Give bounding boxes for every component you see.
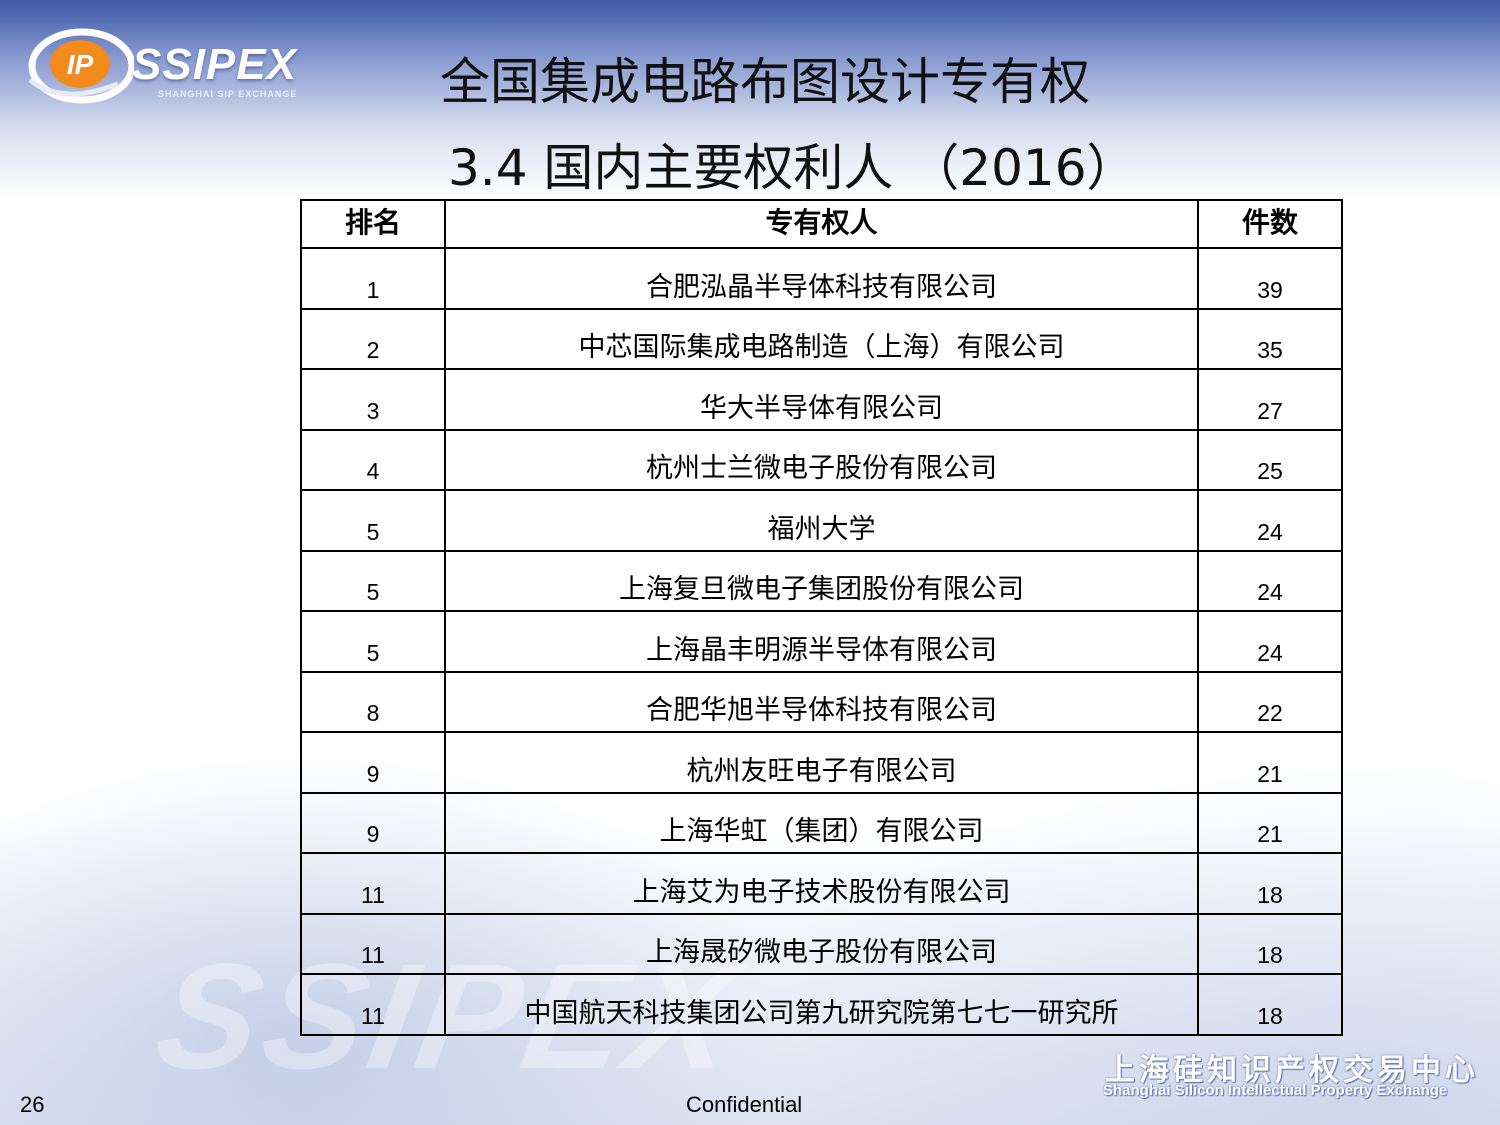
- table-row: 5 福州大学 24: [300, 489, 1343, 552]
- holder-cell: 上海晶丰明源半导体有限公司: [444, 610, 1199, 673]
- count-cell: 24: [1197, 489, 1343, 552]
- table-row: 4 杭州士兰微电子股份有限公司 25: [300, 428, 1343, 492]
- count-cell: 25: [1197, 428, 1343, 492]
- holder-cell: 上海晟矽微电子股份有限公司: [444, 912, 1199, 976]
- ssipex-logo: IP SSIPEX SHANGHAI SIP EXCHANGE: [22, 20, 302, 110]
- rank-cell: 5: [300, 610, 446, 673]
- holder-cell: 合肥华旭半导体科技有限公司: [444, 670, 1199, 734]
- slide-title: 全国集成电路布图设计专有权: [440, 53, 1090, 111]
- rank-cell: 8: [300, 670, 446, 734]
- holder-cell: 上海华虹（集团）有限公司: [444, 791, 1199, 855]
- count-cell: 24: [1197, 549, 1343, 613]
- rank-cell: 1: [300, 247, 446, 310]
- rank-cell: 11: [300, 852, 446, 915]
- organization-name-cn: 上海硅知识产权交易中心: [1105, 1053, 1479, 1088]
- header-count: 件数: [1197, 199, 1343, 249]
- holder-cell: 合肥泓晶半导体科技有限公司: [444, 247, 1199, 310]
- rank-cell: 3: [300, 368, 446, 431]
- count-cell: 21: [1197, 731, 1343, 794]
- header-holder: 专有权人: [444, 199, 1199, 249]
- table-row: 9 杭州友旺电子有限公司 21: [300, 731, 1343, 794]
- rank-cell: 11: [300, 973, 446, 1036]
- count-cell: 35: [1197, 307, 1343, 371]
- organization-name-en: Shanghai Silicon Intellectual Property E…: [1103, 1082, 1448, 1099]
- holder-cell: 中芯国际集成电路制造（上海）有限公司: [444, 307, 1199, 371]
- count-cell: 24: [1197, 610, 1343, 673]
- rank-cell: 9: [300, 731, 446, 794]
- holder-cell: 杭州士兰微电子股份有限公司: [444, 428, 1199, 492]
- holder-cell: 华大半导体有限公司: [444, 368, 1199, 431]
- table-row: 5 上海晶丰明源半导体有限公司 24: [300, 610, 1343, 673]
- count-cell: 22: [1197, 670, 1343, 734]
- table-row: 3 华大半导体有限公司 27: [300, 368, 1343, 431]
- table-row: 1 合肥泓晶半导体科技有限公司 39: [300, 247, 1343, 310]
- header-rank: 排名: [300, 199, 446, 249]
- table-header-row: 排名 专有权人 件数: [300, 199, 1343, 249]
- rights-holders-table: 排名 专有权人 件数 1 合肥泓晶半导体科技有限公司 39 2 中芯国际集成电路制造（…: [300, 199, 1343, 1036]
- logo-tagline: SHANGHAI SIP EXCHANGE: [158, 89, 298, 99]
- holder-cell: 杭州友旺电子有限公司: [444, 731, 1199, 794]
- logo-name: SSIPEX: [132, 40, 297, 89]
- holder-cell: 中国航天科技集团公司第九研究院第七七一研究所: [444, 973, 1199, 1036]
- slide-subtitle: 3.4 国内主要权利人 （2016）: [448, 139, 1137, 197]
- count-cell: 18: [1197, 973, 1343, 1036]
- rank-cell: 5: [300, 549, 446, 613]
- holder-cell: 上海复旦微电子集团股份有限公司: [444, 549, 1199, 613]
- count-cell: 18: [1197, 912, 1343, 976]
- table-row: 8 合肥华旭半导体科技有限公司 22: [300, 670, 1343, 734]
- count-cell: 21: [1197, 791, 1343, 855]
- table-row: 11 中国航天科技集团公司第九研究院第七七一研究所 18: [300, 973, 1343, 1036]
- confidential-label: Confidential: [686, 1092, 803, 1117]
- rank-cell: 11: [300, 912, 446, 976]
- table-row: 11 上海艾为电子技术股份有限公司 18: [300, 852, 1343, 915]
- holder-cell: 上海艾为电子技术股份有限公司: [444, 852, 1199, 915]
- holder-cell: 福州大学: [444, 489, 1199, 552]
- rank-cell: 4: [300, 428, 446, 492]
- table-row: 11 上海晟矽微电子股份有限公司 18: [300, 912, 1343, 976]
- rank-cell: 5: [300, 489, 446, 552]
- count-cell: 18: [1197, 852, 1343, 915]
- logo-mark-text: IP: [67, 49, 94, 80]
- count-cell: 39: [1197, 247, 1343, 310]
- count-cell: 27: [1197, 368, 1343, 431]
- table-row: 9 上海华虹（集团）有限公司 21: [300, 791, 1343, 855]
- ip-logo-mark: IP: [28, 28, 134, 104]
- table-row: 5 上海复旦微电子集团股份有限公司 24: [300, 549, 1343, 613]
- rank-cell: 2: [300, 307, 446, 371]
- rank-cell: 9: [300, 791, 446, 855]
- table-row: 2 中芯国际集成电路制造（上海）有限公司 35: [300, 307, 1343, 371]
- page-number: 26: [20, 1092, 45, 1117]
